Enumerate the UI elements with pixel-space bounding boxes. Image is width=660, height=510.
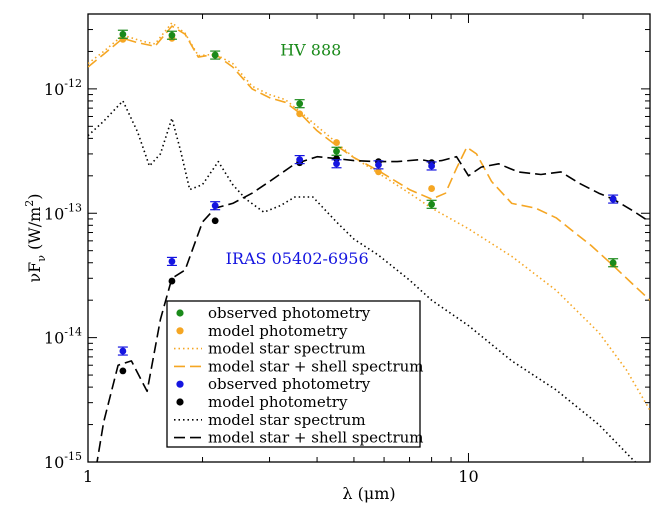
- data-point-series-5: [119, 367, 127, 375]
- y-label-subscript: ν: [35, 255, 48, 262]
- y-tick-exponent: -15: [64, 450, 82, 463]
- svg-text:νFν (W/m2): νFν (W/m2): [23, 193, 48, 282]
- data-point-series-1: [296, 110, 304, 118]
- data-point-series-4: [375, 161, 382, 169]
- legend-marker: [176, 309, 184, 317]
- y-tick-label: 10-14: [44, 326, 82, 348]
- annotation-label: HV 888: [280, 41, 341, 60]
- x-axis-label: λ (μm): [342, 484, 395, 503]
- y-label-close: ): [25, 193, 44, 199]
- annotations: HV 888 IRAS 05402-6956: [226, 41, 369, 268]
- data-point-series-1: [333, 139, 340, 146]
- legend-entry-label: observed photometry: [208, 375, 371, 393]
- legend-entry-label: model star spectrum: [208, 411, 366, 429]
- data-point-series-4: [168, 258, 176, 265]
- series-line-7: [96, 155, 650, 462]
- x-tick-label: 10: [458, 467, 478, 486]
- x-label-prefix: λ (: [342, 484, 363, 503]
- data-point-series-0: [333, 147, 340, 155]
- legend-entry-label: model star + shell spectrum: [208, 357, 424, 375]
- y-tick-exponent: -14: [64, 326, 82, 339]
- y-tick-base: 10: [44, 329, 64, 348]
- photometry-points: [117, 29, 619, 375]
- y-tick-label: 10-12: [44, 77, 82, 99]
- y-label-f: F: [25, 262, 44, 273]
- data-point-series-5: [211, 217, 219, 225]
- y-axis-label: νFν (W/m2): [23, 193, 48, 282]
- data-point-series-4: [333, 160, 340, 168]
- data-point-series-0: [211, 51, 219, 59]
- y-label-nu: ν: [25, 273, 44, 283]
- data-point-series-0: [168, 31, 176, 39]
- x-label-suffix: ): [389, 484, 395, 503]
- data-point-series-0: [428, 200, 435, 208]
- y-tick-label: 10-13: [44, 201, 82, 223]
- legend-entry-label: observed photometry: [208, 304, 371, 322]
- series-line-2: [88, 21, 650, 411]
- y-tick-base: 10: [44, 204, 64, 223]
- legend-entry-label: model star + shell spectrum: [208, 429, 424, 447]
- series-line-3: [88, 25, 650, 301]
- y-tick-exponent: -13: [64, 201, 82, 214]
- legend-marker: [176, 327, 184, 335]
- x-label-unit: μm: [364, 484, 390, 503]
- legend-entry-label: model photometry: [208, 322, 348, 340]
- data-point-series-4: [428, 162, 435, 170]
- y-label-superscript: 2: [23, 200, 36, 207]
- data-point-series-4: [609, 195, 617, 203]
- data-point-series-4: [211, 202, 219, 210]
- x-tick-label: 1: [83, 467, 93, 486]
- data-point-series-1: [375, 168, 382, 176]
- data-point-series-1: [428, 185, 435, 192]
- data-point-series-4: [296, 156, 304, 164]
- y-tick-exponent: -12: [64, 77, 82, 90]
- data-point-series-0: [119, 30, 127, 38]
- plot-frame: [87, 13, 651, 463]
- data-point-series-5: [168, 277, 176, 285]
- y-tick-label: 10-15: [44, 450, 82, 472]
- legend-entry-label: model photometry: [208, 393, 348, 411]
- spectrum-curves: [88, 21, 650, 462]
- data-point-series-0: [296, 100, 304, 108]
- legend-marker: [176, 380, 184, 388]
- y-tick-base: 10: [44, 80, 64, 99]
- y-label-units: (W/m: [25, 207, 44, 255]
- data-point-series-4: [119, 347, 127, 355]
- annotation-label: IRAS 05402-6956: [226, 249, 369, 268]
- legend-box: [166, 300, 421, 448]
- y-tick-base: 10: [44, 453, 64, 472]
- legend-entry-label: model star spectrum: [208, 340, 366, 358]
- data-point-series-0: [609, 259, 617, 267]
- legend-marker: [176, 398, 184, 406]
